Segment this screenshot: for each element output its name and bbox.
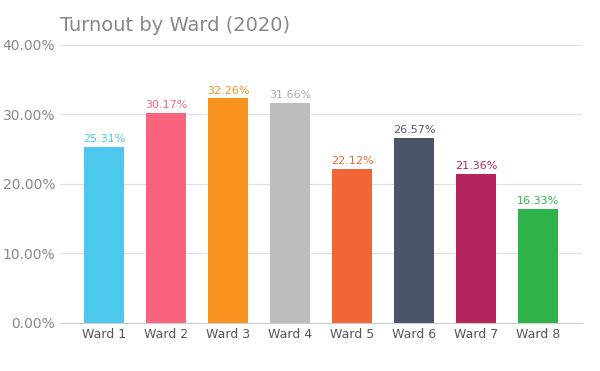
Bar: [518, 209, 558, 323]
Text: 32.26%: 32.26%: [207, 86, 249, 96]
Text: 30.17%: 30.17%: [145, 100, 187, 110]
Bar: [84, 147, 124, 323]
Text: 25.31%: 25.31%: [83, 134, 125, 144]
Text: 22.12%: 22.12%: [331, 156, 373, 166]
Bar: [146, 113, 186, 323]
Bar: [332, 169, 372, 323]
Text: Turnout by Ward (2020): Turnout by Ward (2020): [60, 16, 290, 35]
Text: 16.33%: 16.33%: [517, 196, 559, 206]
Bar: [270, 102, 310, 323]
Bar: [208, 98, 248, 323]
Bar: [456, 174, 496, 323]
Bar: [394, 138, 434, 323]
Text: 26.57%: 26.57%: [393, 125, 435, 135]
Text: 31.66%: 31.66%: [269, 90, 311, 100]
Text: 21.36%: 21.36%: [455, 161, 497, 171]
